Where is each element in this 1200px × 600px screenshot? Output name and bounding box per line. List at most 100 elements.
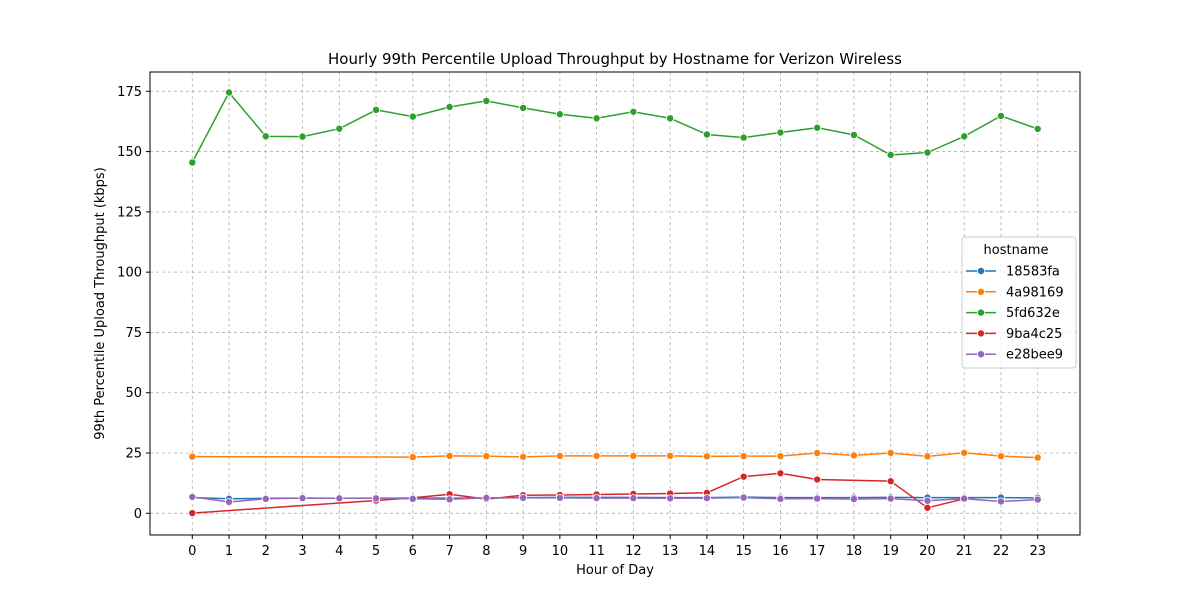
data-point [555, 110, 564, 119]
series-5fd632e [188, 88, 1042, 167]
legend-marker [977, 308, 986, 317]
data-point [519, 493, 528, 502]
data-point [372, 105, 381, 114]
data-point [849, 451, 858, 460]
data-point [996, 452, 1005, 461]
x-tick-label: 22 [993, 544, 1010, 559]
series-line [192, 496, 1038, 503]
legend-item: 5fd632e [966, 306, 1060, 321]
series-4a98169 [188, 448, 1042, 462]
x-tick-label: 18 [846, 544, 863, 559]
data-point [482, 493, 491, 502]
y-tick-label: 150 [117, 145, 142, 160]
data-point [886, 449, 895, 458]
data-point [482, 452, 491, 461]
data-point [188, 452, 197, 461]
data-point [666, 114, 675, 123]
x-tick-label: 23 [1029, 544, 1046, 559]
data-point [592, 494, 601, 503]
data-point [923, 496, 932, 505]
legend-item: e28bee9 [966, 348, 1063, 363]
x-tick-label: 6 [409, 544, 417, 559]
data-point [445, 451, 454, 460]
series-e28bee9 [188, 492, 1042, 506]
x-tick-label: 1 [225, 544, 233, 559]
x-tick-label: 0 [188, 544, 196, 559]
data-point [408, 494, 417, 503]
data-point [1033, 453, 1042, 462]
data-point [298, 132, 307, 141]
data-point [555, 451, 564, 460]
data-point [776, 494, 785, 503]
x-tick-label: 15 [735, 544, 752, 559]
y-tick-label: 125 [117, 205, 142, 220]
x-tick-label: 5 [372, 544, 380, 559]
data-point [739, 452, 748, 461]
data-point [776, 452, 785, 461]
data-point [776, 469, 785, 478]
data-point [1033, 495, 1042, 504]
data-point [739, 493, 748, 502]
data-point [813, 449, 822, 458]
y-tick-label: 75 [125, 326, 142, 341]
plot-frame [149, 71, 1081, 536]
x-tick-label: 9 [519, 544, 527, 559]
data-point [482, 96, 491, 105]
data-point [445, 102, 454, 111]
legend-title: hostname [984, 243, 1049, 258]
legend-marker [977, 287, 986, 296]
data-point [445, 495, 454, 504]
axes: 0 1 2 3 4 5 6 7 8 9 10 11 12 13 14 15 16 17 18 19 20 21 22 2302… [117, 85, 1046, 559]
data-point [519, 103, 528, 112]
data-point [996, 111, 1005, 120]
data-point [666, 451, 675, 460]
data-point [408, 453, 417, 462]
data-point [886, 494, 895, 503]
data-point [849, 130, 858, 139]
x-tick-label: 20 [919, 544, 936, 559]
x-tick-label: 3 [298, 544, 306, 559]
x-axis-title: Hour of Day [576, 563, 654, 578]
data-point [188, 492, 197, 501]
data-point [188, 158, 197, 167]
data-point [629, 494, 638, 503]
legend-marker [977, 350, 986, 359]
data-point [188, 509, 197, 518]
data-point [225, 497, 234, 506]
x-tick-label: 17 [809, 544, 826, 559]
x-tick-label: 14 [699, 544, 716, 559]
y-tick-label: 175 [117, 85, 142, 100]
x-tick-label: 12 [625, 544, 642, 559]
y-tick-label: 50 [125, 386, 142, 401]
legend-label: 18583fa [1006, 265, 1060, 280]
data-point [372, 494, 381, 503]
x-tick-label: 16 [772, 544, 789, 559]
data-point [592, 451, 601, 460]
data-point [960, 132, 969, 141]
data-point [335, 494, 344, 503]
legend-item: 9ba4c25 [966, 327, 1062, 342]
data-point [996, 497, 1005, 506]
x-tick-label: 13 [662, 544, 679, 559]
data-point [335, 124, 344, 133]
data-point [261, 494, 270, 503]
data-point [666, 494, 675, 503]
data-point [923, 148, 932, 157]
data-point [629, 451, 638, 460]
legend-label: 5fd632e [1006, 306, 1060, 321]
x-tick-label: 10 [552, 544, 569, 559]
data-point [702, 130, 711, 139]
data-point [923, 452, 932, 461]
chart-title: Hourly 99th Percentile Upload Throughput… [328, 50, 902, 68]
data-point [813, 123, 822, 132]
data-point [702, 452, 711, 461]
legend: hostname 18583fa 4a98169 5fd632e 9ba4c25 e28… [961, 236, 1077, 369]
data-point [739, 472, 748, 481]
legend-item: 4a98169 [966, 285, 1064, 300]
x-tick-label: 8 [482, 544, 490, 559]
y-tick-label: 25 [125, 447, 142, 462]
x-tick-label: 19 [882, 544, 899, 559]
legend-label: e28bee9 [1006, 348, 1063, 363]
data-point [849, 495, 858, 504]
